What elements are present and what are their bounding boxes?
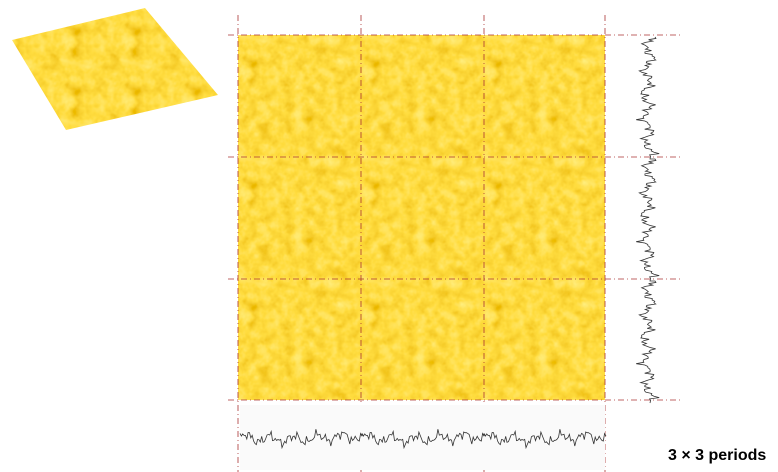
horizontal-profile <box>239 429 607 450</box>
surface-3d <box>12 8 218 130</box>
surface-map <box>238 35 605 400</box>
caption: 3 × 3 periods <box>668 447 766 464</box>
profile-panel <box>240 405 605 470</box>
period-guides <box>228 15 682 472</box>
vertical-profile <box>636 36 660 404</box>
